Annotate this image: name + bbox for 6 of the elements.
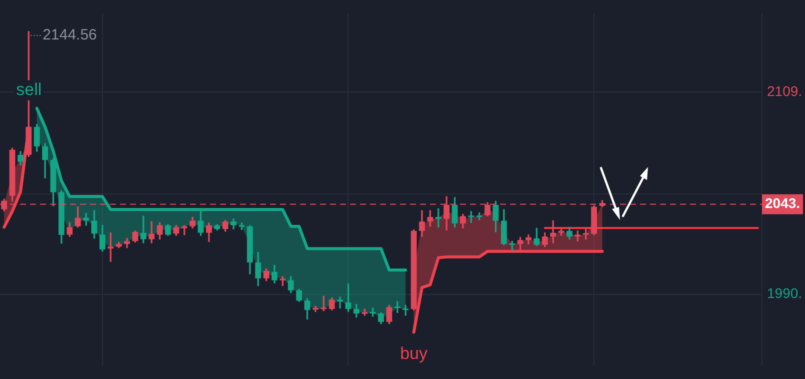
y-tick-label: 2109. bbox=[767, 82, 802, 99]
annotation: sell bbox=[16, 80, 42, 99]
ref-line-label: 2043. bbox=[765, 195, 800, 212]
y-tick-label: 1990. bbox=[767, 285, 802, 302]
annotation: buy bbox=[400, 344, 428, 363]
annotation: 2144.56 bbox=[42, 26, 97, 44]
